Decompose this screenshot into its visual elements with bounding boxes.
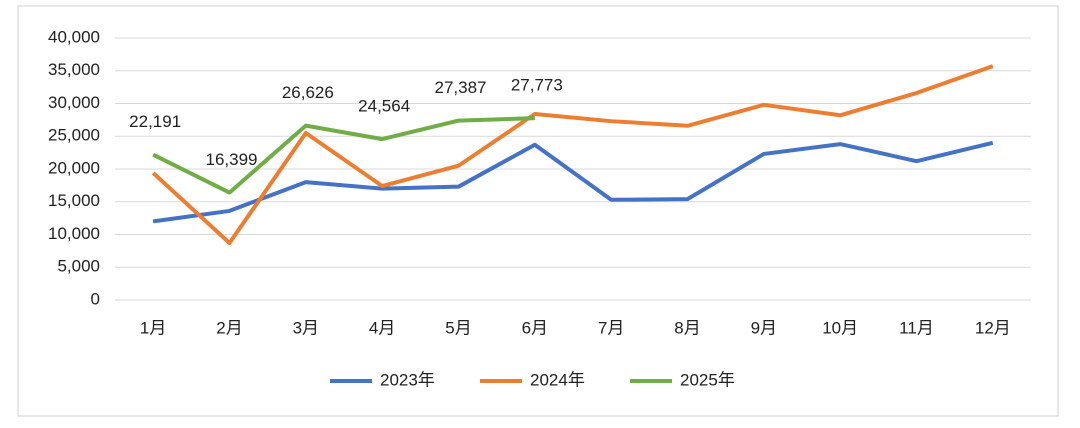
series-line <box>151 64 994 246</box>
x-tick-label: 5月 <box>445 318 471 337</box>
x-tick-label: 7月 <box>598 318 624 337</box>
data-label: 24,564 <box>358 97 410 116</box>
y-tick-label: 30,000 <box>48 93 100 112</box>
x-tick-label: 11月 <box>899 318 934 337</box>
x-tick-label: 10月 <box>822 318 858 337</box>
data-label: 27,773 <box>511 76 563 95</box>
x-tick-label: 12月 <box>975 318 1011 337</box>
y-tick-label: 15,000 <box>48 191 100 210</box>
legend-label: 2024年 <box>530 370 585 389</box>
y-tick-label: 20,000 <box>48 158 100 177</box>
y-tick-label: 25,000 <box>48 126 100 145</box>
data-label: 22,191 <box>129 112 181 131</box>
data-label: 27,387 <box>435 78 487 97</box>
y-tick-label: 5,000 <box>57 257 100 276</box>
y-tick-label: 35,000 <box>48 60 100 79</box>
x-tick-label: 8月 <box>674 318 700 337</box>
x-tick-label: 3月 <box>293 318 319 337</box>
data-label: 16,399 <box>206 150 258 169</box>
x-tick-label: 4月 <box>369 318 395 337</box>
data-label: 26,626 <box>282 83 334 102</box>
series-line <box>152 116 535 195</box>
x-tick-label: 6月 <box>522 318 548 337</box>
x-tick-label: 1月 <box>140 318 166 337</box>
legend-label: 2023年 <box>380 370 435 389</box>
legend-label: 2025年 <box>680 370 735 389</box>
y-tick-label: 0 <box>91 289 100 308</box>
x-tick-label: 9月 <box>751 318 777 337</box>
x-tick-label: 2月 <box>216 318 242 337</box>
series-line <box>152 140 994 224</box>
chart-frame <box>17 5 1059 417</box>
y-tick-label: 10,000 <box>48 224 100 243</box>
y-tick-label: 40,000 <box>48 27 100 46</box>
